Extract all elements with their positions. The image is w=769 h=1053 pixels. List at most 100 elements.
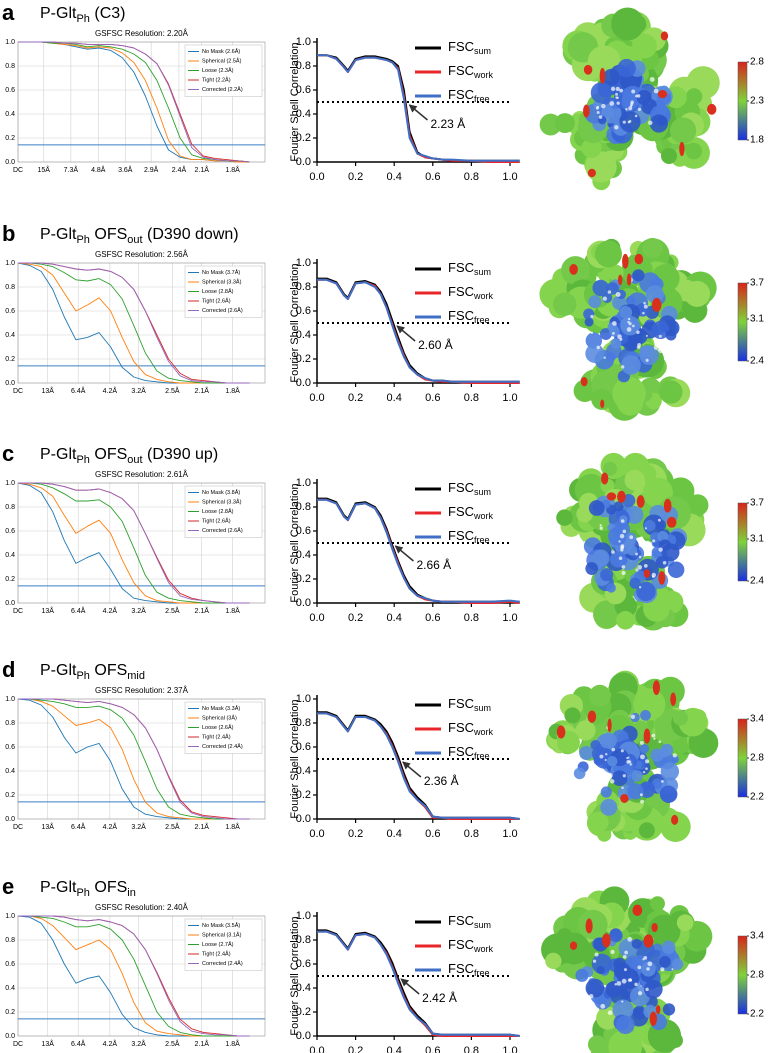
map-highlight (632, 904, 643, 916)
map-surface (556, 509, 573, 526)
map-groove (627, 120, 631, 124)
map-highlight (657, 90, 668, 99)
x-tick-label: 2.5Å (165, 1039, 180, 1048)
legend-label: No Mask (3.7Å) (202, 269, 240, 276)
x-tick-label: 1.0 (502, 392, 517, 404)
x-tick-label: 2.1Å (195, 165, 210, 174)
legend-name: FSC (448, 63, 474, 78)
map-groove (642, 311, 645, 315)
map-groove (615, 92, 618, 96)
map-highlight (585, 918, 593, 934)
map-groove (621, 978, 627, 984)
map-core (667, 561, 685, 578)
map-groove (639, 740, 644, 745)
map-highlight (569, 941, 578, 950)
map-core (644, 519, 656, 532)
map-groove (671, 968, 674, 971)
map-groove (596, 110, 600, 114)
map-core (599, 328, 612, 340)
map-core (659, 956, 671, 968)
x-tick-label: 4.2Å (103, 822, 118, 831)
y-tick-label: 0.4 (296, 982, 311, 994)
y-tick-label: 1.0 (5, 913, 15, 920)
map-groove (647, 961, 653, 967)
x-tick-label: 0.6 (425, 828, 440, 840)
map-groove (587, 976, 590, 979)
panel-title: P-GltPh OFSin (40, 879, 136, 899)
series-line (18, 698, 250, 820)
annotation: 2.23 Å (431, 116, 466, 131)
panel-title: P-GltPh (C3) (40, 5, 125, 25)
title-text: OFS (90, 662, 127, 679)
map-core (661, 940, 676, 955)
panel-title: P-GltPh OFSout (D390 down) (40, 226, 239, 246)
y-tick-label: 1.0 (296, 257, 311, 269)
map-groove (611, 747, 616, 752)
map-highlight (670, 692, 677, 707)
y-axis-label: Fourier Shell Correlation (289, 483, 301, 602)
legend-subscript: free (474, 94, 490, 104)
map-core (613, 501, 624, 512)
x-tick-label: 15Å (38, 165, 51, 174)
map-core (659, 785, 677, 803)
map-groove (651, 733, 656, 738)
map-highlight (569, 263, 578, 275)
map-core (585, 344, 605, 363)
map-groove (590, 314, 594, 319)
title-text: P-Glt (40, 662, 77, 679)
y-tick-label: 1.0 (5, 260, 15, 267)
legend-label: Tight (2.4Å) (202, 950, 231, 957)
map-surface (676, 914, 694, 932)
legend-label: Loose (2.8Å) (202, 288, 234, 295)
map-core (600, 786, 612, 798)
map-groove (652, 575, 655, 578)
map-core (651, 320, 670, 340)
legend-name: FSC (448, 87, 474, 102)
map-surface (573, 379, 596, 403)
panel-label: b (2, 221, 15, 246)
series-line (317, 930, 520, 1037)
map-highlight (651, 297, 662, 312)
x-tick-label: 2.1Å (195, 606, 210, 615)
legend-label: FSCfree (448, 961, 490, 978)
map-core (671, 958, 684, 971)
map-core (627, 783, 644, 800)
x-tick-label: 7.3Å (64, 165, 79, 174)
x-tick-label: 0.8 (464, 828, 479, 840)
y-tick-label: 0.6 (296, 525, 311, 537)
map-highlight (622, 253, 629, 269)
map-surface (581, 137, 602, 159)
map-groove (600, 780, 606, 786)
colorbar (737, 935, 748, 1015)
map-surface (685, 88, 703, 105)
map-highlight (643, 934, 654, 948)
map-highlight (620, 794, 629, 803)
map-groove (621, 570, 626, 576)
map-highlight (580, 376, 588, 387)
legend-label: Loose (2.6Å) (202, 724, 234, 731)
x-tick-label: 0.6 (425, 612, 440, 624)
y-tick-label: 0.0 (5, 1033, 15, 1040)
series-line (317, 278, 520, 383)
map-surface (632, 33, 657, 59)
plot-frame (17, 482, 266, 604)
map-core (588, 295, 602, 309)
map-surface (556, 928, 573, 944)
y-tick-label: 0.8 (5, 937, 15, 944)
series-line (18, 482, 250, 604)
colorbar-tick-label: 2.2 (750, 1009, 764, 1020)
colorbar-tick-label: 3.7 (750, 278, 764, 289)
map-groove (636, 330, 640, 335)
legend-subscript: sum (474, 46, 491, 56)
legend-label: Tight (2.4Å) (202, 733, 231, 740)
map-groove (619, 337, 623, 341)
plot-frame (17, 915, 266, 1037)
x-tick-label: 2.1Å (195, 822, 210, 831)
x-tick-label: 0.0 (309, 392, 324, 404)
annotation-arrow (402, 761, 422, 778)
map-groove (627, 320, 630, 324)
map-core (655, 519, 667, 531)
map-groove (624, 968, 627, 972)
series-line (18, 698, 250, 820)
map-highlight (636, 495, 645, 508)
